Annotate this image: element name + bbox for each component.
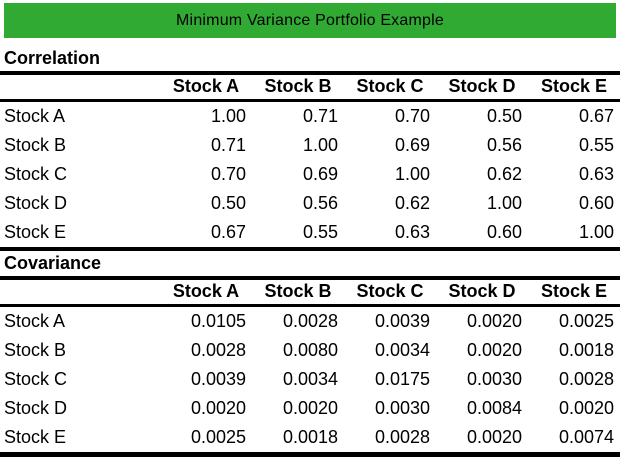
cell: 0.0030 [466,368,522,389]
table-row: Stock E 0.67 0.55 0.63 0.60 1.00 [0,218,620,247]
cell: 0.0020 [282,397,338,418]
table-row: Stock D 0.0020 0.0020 0.0030 0.0084 0.00… [0,394,620,423]
column-header: Stock E [528,280,620,307]
cell: 0.0028 [558,368,614,389]
cell: 0.0175 [374,368,430,389]
cell: 1.00 [394,163,430,184]
cell: 0.0105 [190,310,246,331]
row-label: Stock D [4,397,68,418]
row-label: Stock B [4,339,67,360]
cell: 0.60 [578,192,614,213]
cell: 1.00 [302,134,338,155]
correlation-table: Stock A Stock B Stock C Stock D Stock E … [0,75,620,247]
row-label: Stock A [4,105,66,126]
table-row: Stock A 1.00 0.71 0.70 0.50 0.67 [0,101,620,132]
cell: 0.71 [302,105,338,126]
cell: 0.0020 [466,426,522,447]
column-header: Stock D [436,75,528,102]
cell: 0.0018 [282,426,338,447]
cell: 0.0020 [466,310,522,331]
cell: 1.00 [486,192,522,213]
cell: 0.0039 [374,310,430,331]
cell: 0.62 [394,192,430,213]
column-header: Stock D [436,280,528,307]
cell: 0.0028 [282,310,338,331]
cell: 0.0034 [374,339,430,360]
cell: 0.0028 [190,339,246,360]
cell: 0.70 [210,163,246,184]
cell: 1.00 [210,105,246,126]
cell: 0.0084 [466,397,522,418]
cell: 0.0028 [374,426,430,447]
section-title-covariance: Covariance [0,247,620,280]
page-title: Minimum Variance Portfolio Example [176,11,444,29]
correlation-header-row: Stock A Stock B Stock C Stock D Stock E [0,75,620,102]
cell: 0.71 [210,134,246,155]
cell: 0.69 [394,134,430,155]
table-row: Stock C 0.70 0.69 1.00 0.62 0.63 [0,160,620,189]
cell: 0.67 [210,221,246,242]
cell: 0.67 [578,105,614,126]
row-label: Stock C [4,163,68,184]
cell: 0.63 [578,163,614,184]
row-label: Stock E [4,221,67,242]
table-row: Stock A 0.0105 0.0028 0.0039 0.0020 0.00… [0,306,620,337]
cell: 0.56 [486,134,522,155]
cell: 0.0025 [190,426,246,447]
cell: 0.0020 [558,397,614,418]
cell: 0.0039 [190,368,246,389]
column-header: Stock B [252,75,344,102]
row-label: Stock B [4,134,67,155]
table-row: Stock D 0.50 0.56 0.62 1.00 0.60 [0,189,620,218]
cell: 0.69 [302,163,338,184]
corner-cell [0,280,160,307]
cell: 0.0020 [190,397,246,418]
cell: 0.55 [302,221,338,242]
cell: 0.63 [394,221,430,242]
cell: 0.0074 [558,426,614,447]
cell: 0.56 [302,192,338,213]
title-bar: Minimum Variance Portfolio Example [4,3,616,38]
cell: 0.50 [210,192,246,213]
corner-cell [0,75,160,102]
column-header: Stock B [252,280,344,307]
row-label: Stock A [4,310,66,331]
cell: 0.0020 [466,339,522,360]
cell: 0.55 [578,134,614,155]
column-header: Stock C [344,280,436,307]
covariance-table: Stock A Stock B Stock C Stock D Stock E … [0,280,620,457]
table-row: Stock E 0.0025 0.0018 0.0028 0.0020 0.00… [0,423,620,455]
column-header: Stock C [344,75,436,102]
section-title-correlation: Correlation [0,46,620,75]
table-row: Stock B 0.0028 0.0080 0.0034 0.0020 0.00… [0,336,620,365]
cell: 0.0030 [374,397,430,418]
row-label: Stock D [4,192,68,213]
cell: 1.00 [578,221,614,242]
column-header: Stock E [528,75,620,102]
cell: 0.0025 [558,310,614,331]
covariance-header-row: Stock A Stock B Stock C Stock D Stock E [0,280,620,307]
cell: 0.50 [486,105,522,126]
cell: 0.60 [486,221,522,242]
cell: 0.0034 [282,368,338,389]
cell: 0.0018 [558,339,614,360]
table-row: Stock C 0.0039 0.0034 0.0175 0.0030 0.00… [0,365,620,394]
row-label: Stock E [4,426,67,447]
cell: 0.0080 [282,339,338,360]
cell: 0.62 [486,163,522,184]
column-header: Stock A [160,280,252,307]
row-label: Stock C [4,368,68,389]
column-header: Stock A [160,75,252,102]
table-row: Stock B 0.71 1.00 0.69 0.56 0.55 [0,131,620,160]
cell: 0.70 [394,105,430,126]
